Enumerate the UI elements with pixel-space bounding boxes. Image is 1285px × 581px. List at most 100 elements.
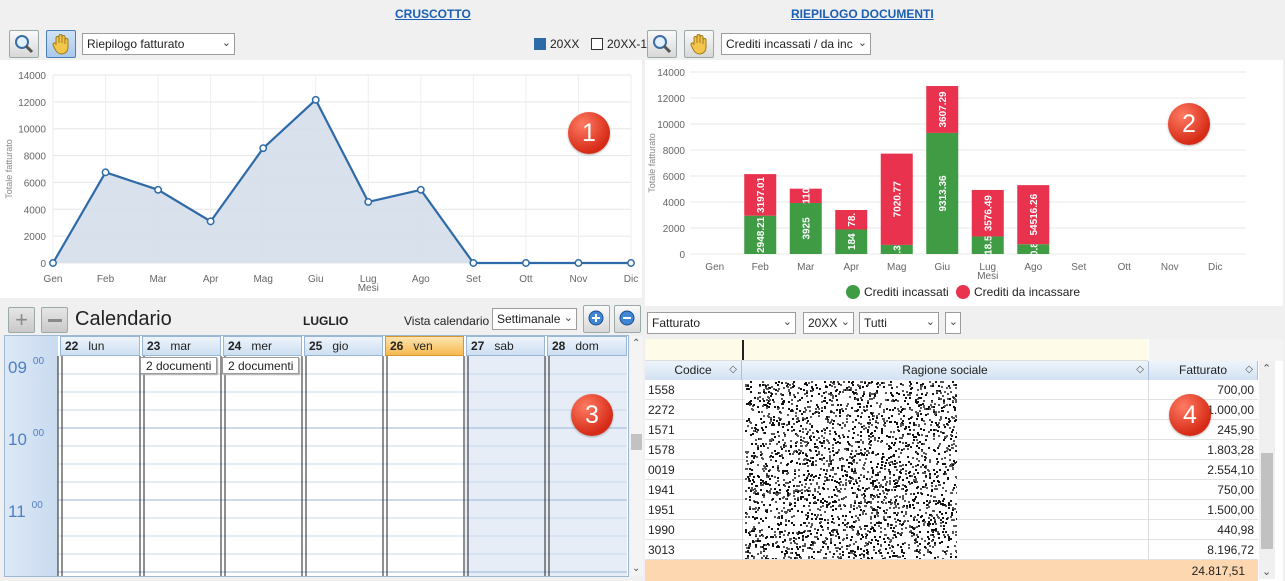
redaction-noise <box>760 546 762 548</box>
calendar-view-select[interactable]: Settimanale ⌄ <box>492 308 577 330</box>
grid-type-select[interactable]: Fatturato ⌄ <box>647 312 796 334</box>
calendar-grid <box>57 356 627 576</box>
redaction-noise <box>872 485 874 487</box>
redaction-noise <box>923 554 925 556</box>
scroll-thumb[interactable] <box>1261 453 1273 549</box>
documents-summary-link[interactable]: RIEPILOGO DOCUMENTI <box>791 7 934 21</box>
redaction-noise <box>804 498 806 500</box>
redaction-noise <box>812 479 814 481</box>
redaction-noise <box>830 394 832 396</box>
redaction-noise <box>830 381 832 383</box>
redaction-noise <box>943 534 945 536</box>
day-name: gio <box>332 339 349 353</box>
redaction-noise <box>944 436 946 438</box>
day-header-23[interactable]: 23 mar <box>142 336 221 356</box>
calendar-scrollbar[interactable]: ⌃ ⌄ <box>630 336 643 576</box>
remove-event-button[interactable] <box>41 307 68 333</box>
redaction-noise <box>770 488 772 490</box>
grid-extra-dropdown[interactable]: ⌄ <box>945 312 961 334</box>
redaction-noise <box>798 458 800 460</box>
redaction-noise <box>923 502 925 504</box>
redaction-noise <box>806 525 808 527</box>
day-header-24[interactable]: 24 mer <box>223 336 302 356</box>
redaction-noise <box>894 489 896 491</box>
redaction-noise <box>821 395 823 397</box>
redaction-noise <box>927 536 929 538</box>
redaction-noise <box>915 465 917 467</box>
redaction-noise <box>757 493 759 495</box>
day-header-22[interactable]: 22 lun <box>60 336 140 356</box>
redaction-noise <box>779 489 781 491</box>
event-chip-24[interactable]: 2 documenti <box>222 357 299 374</box>
dashboard-link[interactable]: CRUSCOTTO <box>395 7 471 21</box>
redaction-noise <box>930 495 932 497</box>
redaction-noise <box>934 403 936 405</box>
redaction-noise <box>906 477 908 479</box>
x-tick-label: Lug <box>979 262 996 273</box>
redaction-noise <box>750 386 752 388</box>
chart1-type-select[interactable]: Riepilogo fatturato ⌄ <box>82 33 235 55</box>
redaction-noise <box>775 501 777 503</box>
zoom-in-button[interactable] <box>583 305 610 333</box>
zoom-button-2[interactable] <box>647 30 677 58</box>
redaction-noise <box>917 464 919 466</box>
redaction-noise <box>892 463 894 465</box>
redaction-noise <box>892 409 894 411</box>
redaction-noise <box>753 457 755 459</box>
redaction-noise <box>805 514 807 516</box>
redaction-noise <box>793 423 795 425</box>
col-header-revenue[interactable]: Fatturato ◇ <box>1149 361 1258 380</box>
redaction-noise <box>884 557 886 559</box>
grid-year-select[interactable]: 20XX ⌄ <box>803 312 854 334</box>
chevron-down-icon: ⌄ <box>948 316 958 328</box>
day-header-28[interactable]: 28 dom <box>547 336 627 356</box>
redaction-noise <box>881 458 883 460</box>
y-tick-label: 0 <box>679 250 685 261</box>
redaction-noise <box>786 490 788 492</box>
bar-data-label: 9313.36 <box>938 175 949 212</box>
table-row[interactable]: 3013 8.196,72 <box>645 540 1258 560</box>
redaction-noise <box>823 469 825 471</box>
day-header-26[interactable]: 26 ven <box>385 336 464 356</box>
grid-scrollbar[interactable]: ⌃ ⌄ <box>1259 361 1275 579</box>
col-header-company[interactable]: Ragione sociale ◇ <box>742 361 1149 380</box>
redaction-noise <box>864 382 866 384</box>
redaction-noise <box>866 454 868 456</box>
redaction-noise <box>854 502 856 504</box>
redaction-noise <box>944 536 946 538</box>
zoom-out-button[interactable] <box>614 305 641 333</box>
col-header-code[interactable]: Codice ◇ <box>645 361 742 380</box>
redaction-noise <box>897 426 899 428</box>
redaction-noise <box>860 431 862 433</box>
badge-1: 1 <box>568 112 610 154</box>
event-chip-23[interactable]: 2 documenti <box>140 357 217 374</box>
redaction-noise <box>793 429 795 431</box>
sort-icon: ◇ <box>1245 364 1253 375</box>
bar-segment <box>835 210 868 230</box>
redaction-noise <box>870 494 872 496</box>
chart2-type-select[interactable]: Crediti incassati / da inc ⌄ <box>721 33 871 55</box>
redaction-noise <box>759 396 761 398</box>
redaction-noise <box>883 510 885 512</box>
grid-scope-select[interactable]: Tutti ⌄ <box>859 312 939 334</box>
redaction-noise <box>870 518 872 520</box>
legend-previous-checkbox[interactable] <box>591 38 603 50</box>
redaction-noise <box>913 473 915 475</box>
redaction-noise <box>953 426 955 428</box>
redaction-noise <box>862 386 864 388</box>
redaction-noise <box>874 430 876 432</box>
scroll-thumb[interactable] <box>631 434 642 450</box>
redaction-noise <box>809 530 811 532</box>
zoom-button[interactable] <box>9 30 39 58</box>
redaction-noise <box>869 441 871 443</box>
add-event-button[interactable]: + <box>8 307 35 333</box>
redaction-noise <box>890 456 892 458</box>
day-header-25[interactable]: 25 gio <box>304 336 383 356</box>
grid-filter-code-input[interactable] <box>645 340 744 360</box>
pan-button[interactable] <box>46 30 76 58</box>
pan-button-2[interactable] <box>684 30 714 58</box>
redaction-noise <box>866 488 868 490</box>
redaction-noise <box>821 407 823 409</box>
day-header-27[interactable]: 27 sab <box>466 336 545 356</box>
redaction-noise <box>826 386 828 388</box>
